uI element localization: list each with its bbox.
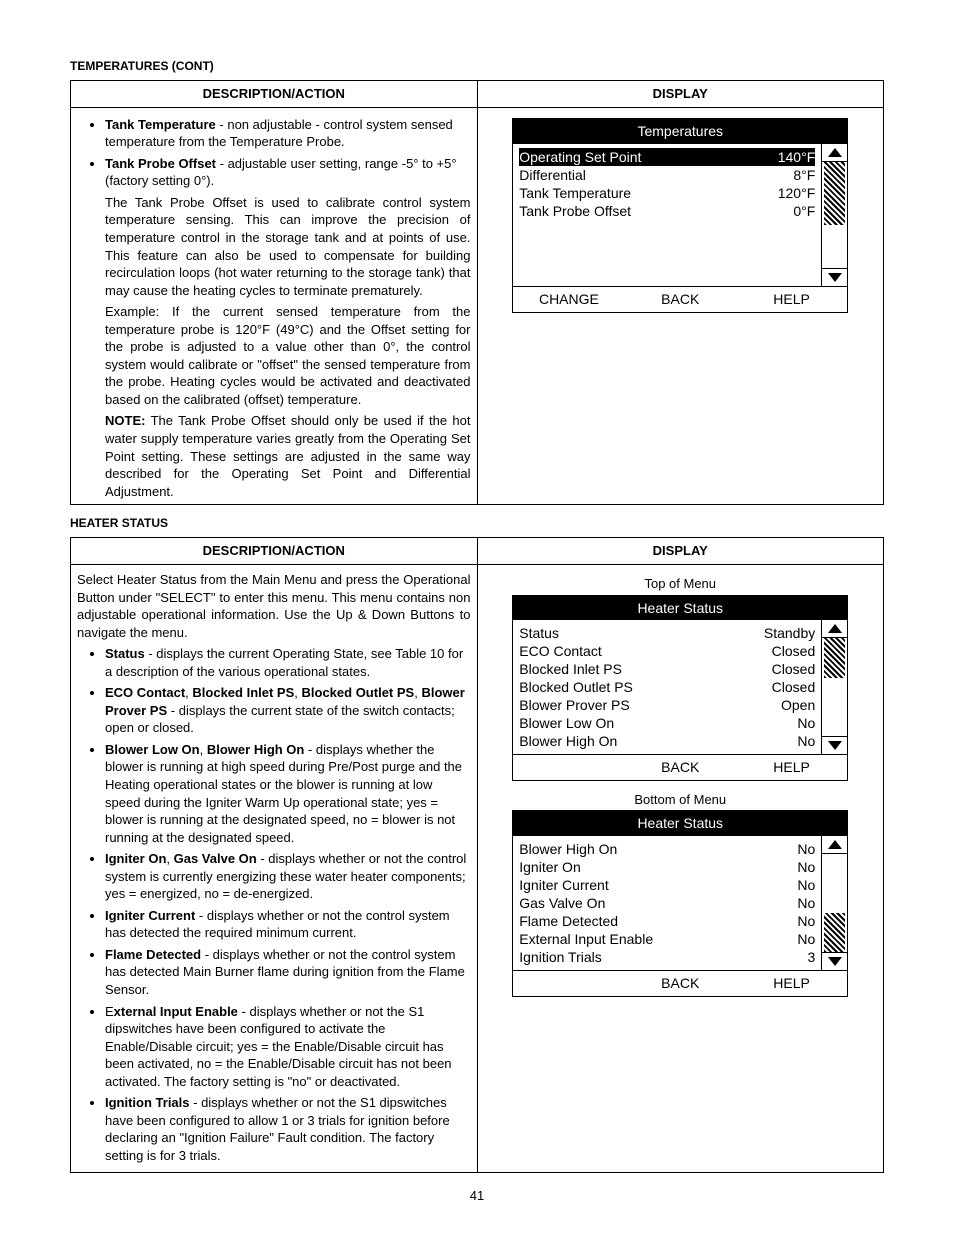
heater-status-table: DESCRIPTION/ACTION DISPLAY Select Heater…	[70, 537, 884, 1173]
scroll-down-icon[interactable]	[822, 268, 847, 286]
scrollbar[interactable]	[821, 144, 847, 286]
offset-example: Example: If the current sensed temperatu…	[77, 303, 471, 408]
display-row[interactable]: Blocked Inlet PSClosed	[519, 660, 815, 678]
back-button[interactable]: BACK	[625, 971, 736, 996]
page-number: 41	[0, 1187, 954, 1205]
bullet-igniter-gas: Igniter On, Gas Valve On - displays whet…	[105, 850, 471, 903]
display-row[interactable]: Differential8°F	[519, 166, 815, 184]
temperatures-table: DESCRIPTION/ACTION DISPLAY Tank Temperat…	[70, 80, 884, 505]
disp-header: DISPLAY	[477, 81, 884, 108]
change-button[interactable]: CHANGE	[513, 287, 624, 312]
scroll-down-icon[interactable]	[822, 952, 847, 970]
offset-explain-p1: The Tank Probe Offset is used to calibra…	[77, 194, 471, 299]
bullet-flame: Flame Detected - displays whether or not…	[105, 946, 471, 999]
display-row[interactable]: Igniter OnNo	[519, 858, 815, 876]
desc-header: DESCRIPTION/ACTION	[71, 538, 478, 565]
display-row[interactable]: Blower High OnNo	[519, 840, 815, 858]
heater-desc-cell: Select Heater Status from the Main Menu …	[71, 564, 478, 1173]
bottom-of-menu-label: Bottom of Menu	[512, 791, 848, 809]
scroll-down-icon[interactable]	[822, 736, 847, 754]
bullet-tank-temp: Tank Temperature - non adjustable - cont…	[105, 116, 471, 151]
temperatures-desc-cell: Tank Temperature - non adjustable - cont…	[71, 107, 478, 504]
heater-status-display-bottom: Heater Status Blower High OnNo Igniter O…	[512, 810, 848, 997]
display-row[interactable]: Operating Set Point140°F	[519, 148, 815, 166]
display-row[interactable]: Igniter CurrentNo	[519, 876, 815, 894]
display-row[interactable]: Flame DetectedNo	[519, 912, 815, 930]
blank-button	[513, 971, 624, 996]
display-row[interactable]: Blower Prover PSOpen	[519, 696, 815, 714]
scrollbar[interactable]	[821, 620, 847, 754]
bullet-status: Status - displays the current Operating …	[105, 645, 471, 680]
offset-note: NOTE: The Tank Probe Offset should only …	[77, 412, 471, 500]
display-row[interactable]: Tank Probe Offset0°F	[519, 202, 815, 220]
display-row[interactable]: Blocked Outlet PSClosed	[519, 678, 815, 696]
scroll-up-icon[interactable]	[822, 836, 847, 854]
bullet-eco: ECO Contact, Blocked Inlet PS, Blocked O…	[105, 684, 471, 737]
display-row[interactable]: External Input EnableNo	[519, 930, 815, 948]
heater-display-cell: Top of Menu Heater Status StatusStandby …	[477, 564, 884, 1173]
scrollbar[interactable]	[821, 836, 847, 970]
temperatures-display-cell: Temperatures Operating Set Point140°F Di…	[477, 107, 884, 504]
heater-section-header: HEATER STATUS	[70, 515, 884, 531]
help-button[interactable]: HELP	[736, 755, 847, 780]
top-of-menu-label: Top of Menu	[512, 575, 848, 593]
heater-status-display-top: Heater Status StatusStandby ECO ContactC…	[512, 595, 848, 782]
help-button[interactable]: HELP	[736, 287, 847, 312]
scroll-up-icon[interactable]	[822, 620, 847, 638]
display-row[interactable]: Blower High OnNo	[519, 732, 815, 750]
bullet-igniter-current: Igniter Current - displays whether or no…	[105, 907, 471, 942]
bullet-blower: Blower Low On, Blower High On - displays…	[105, 741, 471, 846]
scroll-track[interactable]	[822, 854, 847, 952]
scroll-up-icon[interactable]	[822, 144, 847, 162]
heater-intro: Select Heater Status from the Main Menu …	[77, 571, 471, 641]
scroll-track[interactable]	[822, 638, 847, 736]
display-row[interactable]: Tank Temperature120°F	[519, 184, 815, 202]
display-row[interactable]: Ignition Trials3	[519, 948, 815, 966]
blank-button	[513, 755, 624, 780]
bullet-external: External Input Enable - displays whether…	[105, 1003, 471, 1091]
scroll-track[interactable]	[822, 162, 847, 268]
display-title: Heater Status	[513, 811, 847, 836]
back-button[interactable]: BACK	[625, 755, 736, 780]
display-row[interactable]: Blower Low OnNo	[519, 714, 815, 732]
section-header: TEMPERATURES (CONT)	[70, 58, 884, 74]
display-row[interactable]: StatusStandby	[519, 624, 815, 642]
disp-header: DISPLAY	[477, 538, 884, 565]
temperatures-display-panel: Temperatures Operating Set Point140°F Di…	[512, 118, 848, 313]
display-row[interactable]: Gas Valve OnNo	[519, 894, 815, 912]
display-title: Heater Status	[513, 596, 847, 621]
bullet-tank-offset: Tank Probe Offset - adjustable user sett…	[105, 155, 471, 190]
bullet-ignition-trials: Ignition Trials - displays whether or no…	[105, 1094, 471, 1164]
display-row[interactable]: ECO ContactClosed	[519, 642, 815, 660]
desc-header: DESCRIPTION/ACTION	[71, 81, 478, 108]
back-button[interactable]: BACK	[625, 287, 736, 312]
help-button[interactable]: HELP	[736, 971, 847, 996]
display-title: Temperatures	[513, 119, 847, 144]
